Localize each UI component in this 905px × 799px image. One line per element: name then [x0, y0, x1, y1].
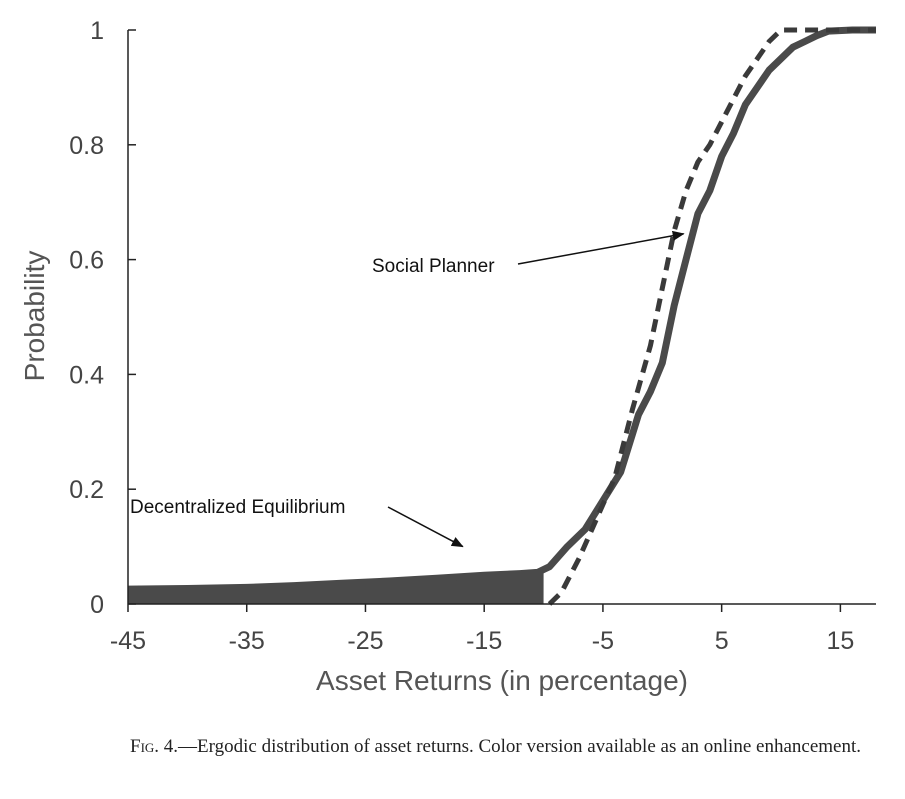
y-tick-label: 0.6: [69, 247, 104, 275]
axes-layer: [127, 30, 876, 605]
x-tick-label: -45: [110, 627, 146, 655]
social-planner-line: [547, 27, 876, 606]
y-tick-label: 1: [90, 17, 104, 45]
x-tick-label: -5: [592, 627, 614, 655]
x-tick-label: -35: [229, 627, 265, 655]
x-tick-label: 15: [826, 627, 854, 655]
ticks-layer: -45 -35 -25 -15 -5 5 15 0 0.2 0.4 0.6 0.8 1: [69, 17, 854, 655]
annotation-layer: Social Planner Decentralized Equilibrium: [130, 230, 685, 548]
x-axis-label: Asset Returns (in percentage): [316, 665, 688, 696]
x-tick-label: 5: [715, 627, 729, 655]
decentralized-equilibrium-line: [127, 26, 876, 593]
series-layer: [127, 26, 876, 606]
decentralized-equilibrium-annotation-arrow: [387, 506, 464, 548]
figure-caption: Fig. 4.—Ergodic distribution of asset re…: [130, 735, 882, 759]
y-tick-label: 0.2: [69, 476, 104, 504]
caption-text: —Ergodic distribution of asset returns. …: [178, 736, 861, 757]
asset-returns-chart: -45 -35 -25 -15 -5 5 15 0 0.2 0.4 0.6 0.8 1 Asset Re…: [19, 17, 876, 696]
y-axis-label: Probability: [19, 251, 50, 382]
social-planner-annotation-label: Social Planner: [372, 256, 495, 277]
y-tick-label: 0: [90, 591, 104, 619]
y-tick-label: 0.4: [69, 361, 104, 389]
y-tick-label: 0.8: [69, 132, 104, 160]
caption-figure-label: Fig. 4.: [130, 736, 179, 757]
social-planner-annotation-arrow: [517, 230, 685, 265]
x-tick-label: -15: [466, 627, 502, 655]
x-tick-label: -25: [347, 627, 383, 655]
decentralized-equilibrium-annotation-label: Decentralized Equilibrium: [130, 497, 345, 518]
